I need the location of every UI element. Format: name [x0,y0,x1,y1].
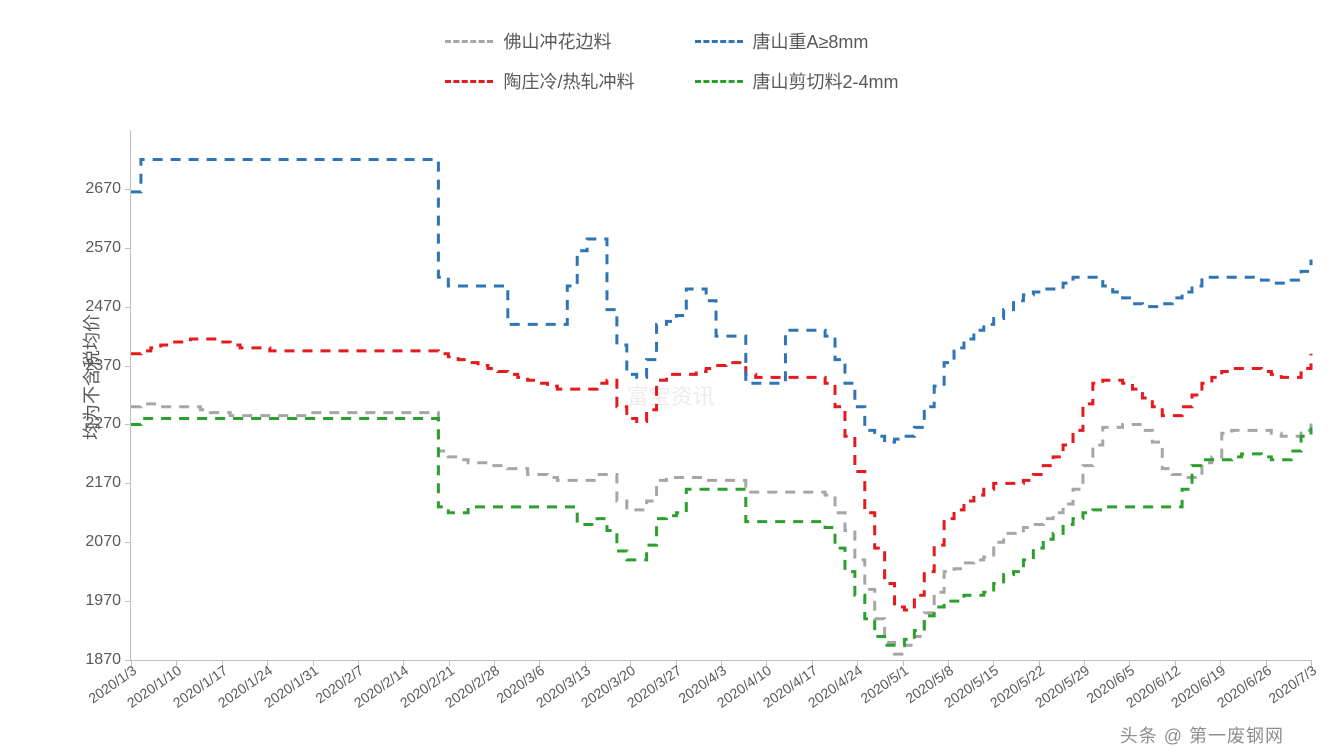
x-tick-label: 2020/7/3 [1265,662,1319,706]
legend-label-tangshan-a: 唐山重A≥8mm [753,28,869,54]
y-tick [125,601,131,602]
y-tick [125,189,131,190]
plot-area: 富宝资讯 18701970207021702270237024702570267… [130,130,1311,661]
series-line [131,339,1311,610]
legend-item-taozhuang: 陶庄冷/热轧冲料 [445,68,634,94]
legend-item-tangshan-cut: 唐山剪切料2-4mm [695,68,899,94]
legend-swatch-taozhuang [445,80,493,83]
legend-swatch-foshan [445,40,493,43]
legend-col-left: 佛山冲花边料 陶庄冷/热轧冲料 [445,28,634,94]
y-tick [125,542,131,543]
y-tick [125,366,131,367]
legend: 佛山冲花边料 陶庄冷/热轧冲料 唐山重A≥8mm 唐山剪切料2-4mm [0,28,1344,94]
legend-item-tangshan-a: 唐山重A≥8mm [695,28,899,54]
line-series-svg [131,130,1311,660]
y-tick [125,248,131,249]
series-line [131,159,1311,442]
legend-label-taozhuang: 陶庄冷/热轧冲料 [503,68,634,94]
y-tick [125,424,131,425]
legend-col-right: 唐山重A≥8mm 唐山剪切料2-4mm [695,28,899,94]
legend-label-tangshan-cut: 唐山剪切料2-4mm [753,68,899,94]
legend-label-foshan: 佛山冲花边料 [503,28,611,54]
legend-item-foshan: 佛山冲花边料 [445,28,634,54]
watermark-corner: 头条 @ 第一废钢网 [1120,722,1284,748]
y-tick [125,307,131,308]
series-line [131,404,1311,654]
legend-swatch-tangshan-a [695,40,743,43]
legend-swatch-tangshan-cut [695,80,743,83]
y-tick [125,483,131,484]
chart-container: 佛山冲花边料 陶庄冷/热轧冲料 唐山重A≥8mm 唐山剪切料2-4mm 均为不含… [0,0,1344,754]
series-line [131,419,1311,646]
x-tick-label: 2020/5/1 [857,662,911,706]
